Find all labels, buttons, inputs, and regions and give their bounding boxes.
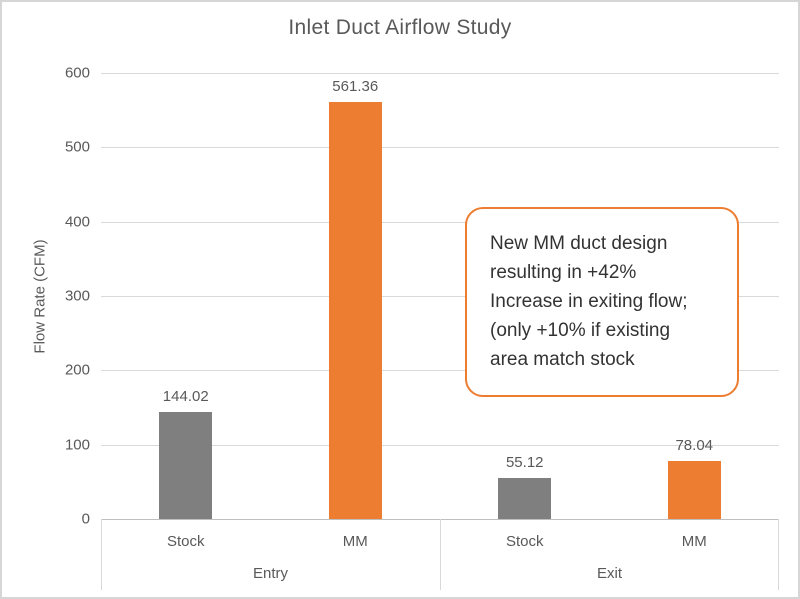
annotation-line: New MM duct design bbox=[490, 233, 668, 254]
y-tick-label: 200 bbox=[64, 361, 90, 379]
data-label: 78.04 bbox=[675, 437, 714, 454]
bar-exit-stock bbox=[498, 478, 552, 519]
x-axis-divider bbox=[440, 519, 441, 590]
y-tick-label: 600 bbox=[64, 64, 90, 82]
bar-exit-mm bbox=[667, 461, 721, 519]
data-label: 55.12 bbox=[505, 454, 544, 472]
annotation-line: Increase in exiting flow; bbox=[490, 291, 688, 312]
x-axis-divider bbox=[778, 519, 779, 590]
x-group-label: Entry bbox=[252, 565, 288, 582]
annotation-line: area match stock bbox=[490, 349, 635, 370]
x-category-label: Stock bbox=[166, 533, 205, 550]
x-axis-divider bbox=[101, 519, 102, 590]
data-label: 561.36 bbox=[332, 77, 379, 95]
gridline bbox=[101, 147, 779, 149]
x-category-label: MM bbox=[681, 533, 707, 550]
gridline bbox=[101, 444, 779, 446]
gridline bbox=[101, 73, 779, 74]
x-category-label: Stock bbox=[505, 533, 544, 550]
plot-area: 144.02 561.36 55.12 78.04 bbox=[101, 73, 779, 520]
annotation-callout: New MM duct design resulting in +42% Incre… bbox=[465, 207, 739, 397]
y-tick-label: 100 bbox=[64, 436, 90, 454]
x-axis: Stock MM Stock MM Entry Exit bbox=[101, 519, 779, 590]
annotation-line: (only +10% if existing bbox=[490, 320, 671, 341]
bar-entry-mm bbox=[328, 101, 382, 519]
y-tick-label: 300 bbox=[64, 287, 90, 305]
y-axis-ticks: 0 100 200 300 400 500 600 bbox=[50, 2, 90, 597]
data-label: 144.02 bbox=[162, 387, 209, 405]
y-tick-label: 400 bbox=[64, 213, 90, 231]
y-tick-label: 0 bbox=[81, 510, 90, 528]
y-tick-label: 500 bbox=[64, 138, 90, 156]
chart-title: Inlet Duct Airflow Study bbox=[288, 16, 512, 39]
x-category-label: MM bbox=[342, 533, 368, 550]
gridline bbox=[101, 296, 779, 297]
annotation-line: resulting in +42% bbox=[490, 262, 637, 283]
gridline bbox=[101, 221, 779, 223]
y-axis-title: Flow Rate (CFM) bbox=[31, 239, 49, 354]
bar-entry-stock bbox=[159, 411, 213, 519]
gridline bbox=[101, 370, 779, 372]
x-group-label: Exit bbox=[596, 565, 622, 582]
